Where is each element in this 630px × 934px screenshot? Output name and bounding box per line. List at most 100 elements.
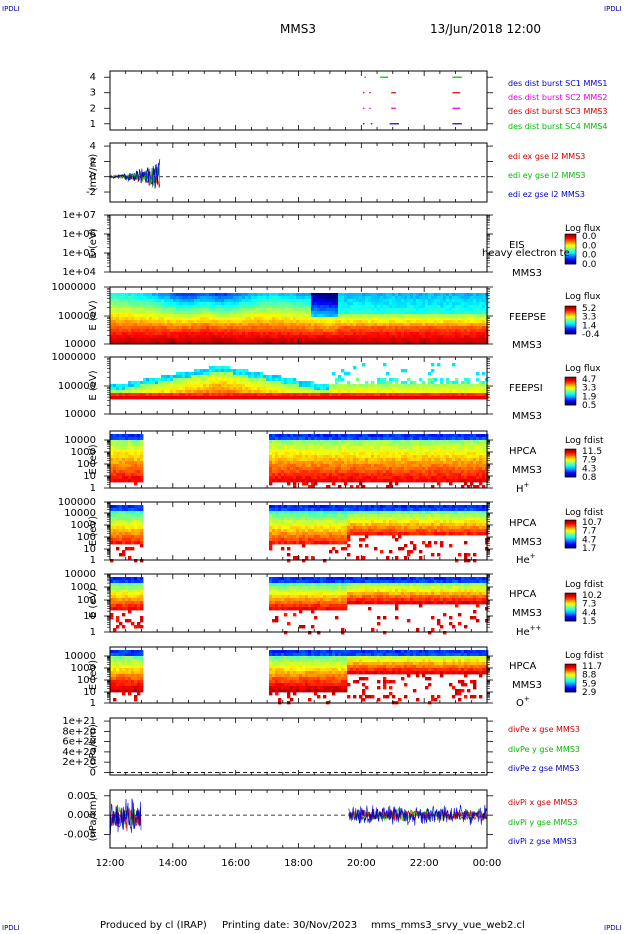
spectrogram-cell: [320, 541, 324, 545]
spectrogram-cell: [467, 479, 471, 483]
spectrogram-cell: [404, 302, 408, 306]
spectrogram-cell: [161, 393, 165, 397]
spectrogram-cell: [137, 529, 141, 533]
spectrogram-cell: [173, 335, 177, 339]
spectrogram-cell: [467, 338, 471, 342]
spectrogram-cell: [401, 390, 405, 394]
spectrogram-cell: [326, 535, 330, 539]
spectrogram-cell: [320, 520, 324, 524]
spectrogram-cell: [419, 308, 423, 312]
spectrogram-cell: [167, 384, 171, 388]
spectrogram-cell: [296, 293, 300, 297]
spectrogram-cell: [290, 387, 294, 391]
spectrogram-cell: [395, 437, 399, 441]
spectrogram-cell: [119, 532, 123, 536]
spectrogram-cell: [287, 440, 291, 444]
spectrogram-cell: [416, 449, 420, 453]
spectrogram-cell: [341, 508, 345, 512]
spectrogram-cell: [227, 314, 231, 318]
spectrogram-cell: [131, 529, 135, 533]
spectrogram-cell: [308, 390, 312, 394]
spectrogram-cell: [428, 449, 432, 453]
spectrogram-cell: [230, 302, 234, 306]
spectrogram-cell: [224, 378, 228, 382]
spectrogram-cell: [119, 452, 123, 456]
spectrogram-cell: [296, 434, 300, 438]
spectrogram-cell: [215, 305, 219, 309]
spectrogram-cell: [476, 293, 480, 297]
spectrogram-cell: [479, 482, 483, 486]
spectrogram-cell: [416, 393, 420, 397]
spectrogram-cell: [128, 446, 132, 450]
spectrogram-cell: [392, 452, 396, 456]
spectrogram-cell: [428, 341, 432, 345]
spectrogram-cell: [122, 449, 126, 453]
spectrogram-cell: [173, 387, 177, 391]
spectrogram-cell: [218, 378, 222, 382]
spectrogram-cell: [398, 299, 402, 303]
spectrogram-cell: [125, 511, 129, 515]
spectrogram-cell: [224, 369, 228, 373]
spectrogram-cell: [302, 305, 306, 309]
spectrogram-cell: [392, 384, 396, 388]
spectrogram-cell: [305, 296, 309, 300]
spectrogram-cell: [425, 323, 429, 327]
spectrogram-cell: [119, 541, 123, 545]
spectrogram-cell: [416, 296, 420, 300]
spectrogram-cell: [284, 393, 288, 397]
spectrogram-cell: [314, 467, 318, 471]
spectrogram-cell: [194, 305, 198, 309]
spectrogram-cell: [119, 338, 123, 342]
spectrogram-cell: [389, 449, 393, 453]
spectrogram-cell: [302, 514, 306, 518]
spectrogram-cell: [464, 293, 468, 297]
spectrogram-cell: [125, 517, 129, 521]
spectrogram-cell: [302, 338, 306, 342]
spectrogram-cell: [278, 458, 282, 462]
spectrogram-cell: [281, 329, 285, 333]
spectrogram-cell: [311, 308, 315, 312]
spectrogram-cell: [317, 505, 321, 509]
spectrogram-cell: [341, 387, 345, 391]
spectrogram-cell: [275, 467, 279, 471]
spectrogram-cell: [245, 384, 249, 388]
spectrogram-cell: [413, 299, 417, 303]
spectrogram-cell: [293, 326, 297, 330]
spectrogram-cell: [290, 437, 294, 441]
spectrogram-cell: [167, 381, 171, 385]
spectrogram-cell: [377, 317, 381, 321]
spectrogram-cell: [419, 449, 423, 453]
spectrogram-cell: [134, 381, 138, 385]
spectrogram-cell: [365, 452, 369, 456]
spectrogram-cell: [212, 308, 216, 312]
spectrogram-cell: [227, 396, 231, 400]
spectrogram-cell: [461, 308, 465, 312]
spectrogram-cell: [344, 308, 348, 312]
spectrogram-cell: [251, 311, 255, 315]
spectrogram-cell: [455, 437, 459, 441]
spectrogram-cell: [326, 390, 330, 394]
spectrogram-cell: [449, 440, 453, 444]
spectrogram-cell: [446, 329, 450, 333]
spectrogram-cell: [275, 517, 279, 521]
spectrogram-cell: [236, 305, 240, 309]
spectrogram-cell: [449, 338, 453, 342]
spectrogram-cell: [383, 323, 387, 327]
spectrogram-cell: [299, 541, 303, 545]
spectrogram-cell: [440, 308, 444, 312]
spectrogram-cell: [467, 467, 471, 471]
spectrogram-cell: [116, 520, 120, 524]
spectrogram-cell: [113, 535, 117, 539]
spectrogram-cell: [275, 314, 279, 318]
spectrogram-cell: [335, 390, 339, 394]
spectrogram-cell: [380, 452, 384, 456]
spectrogram-cell: [320, 523, 324, 527]
spectrogram-cell: [470, 458, 474, 462]
spectrogram-cell: [401, 458, 405, 462]
spectrogram-cell: [251, 296, 255, 300]
spectrogram-cell: [401, 446, 405, 450]
spectrogram-cell: [395, 314, 399, 318]
spectrogram-cell: [419, 317, 423, 321]
spectrogram-cell: [335, 317, 339, 321]
spectrogram-cell: [404, 323, 408, 327]
